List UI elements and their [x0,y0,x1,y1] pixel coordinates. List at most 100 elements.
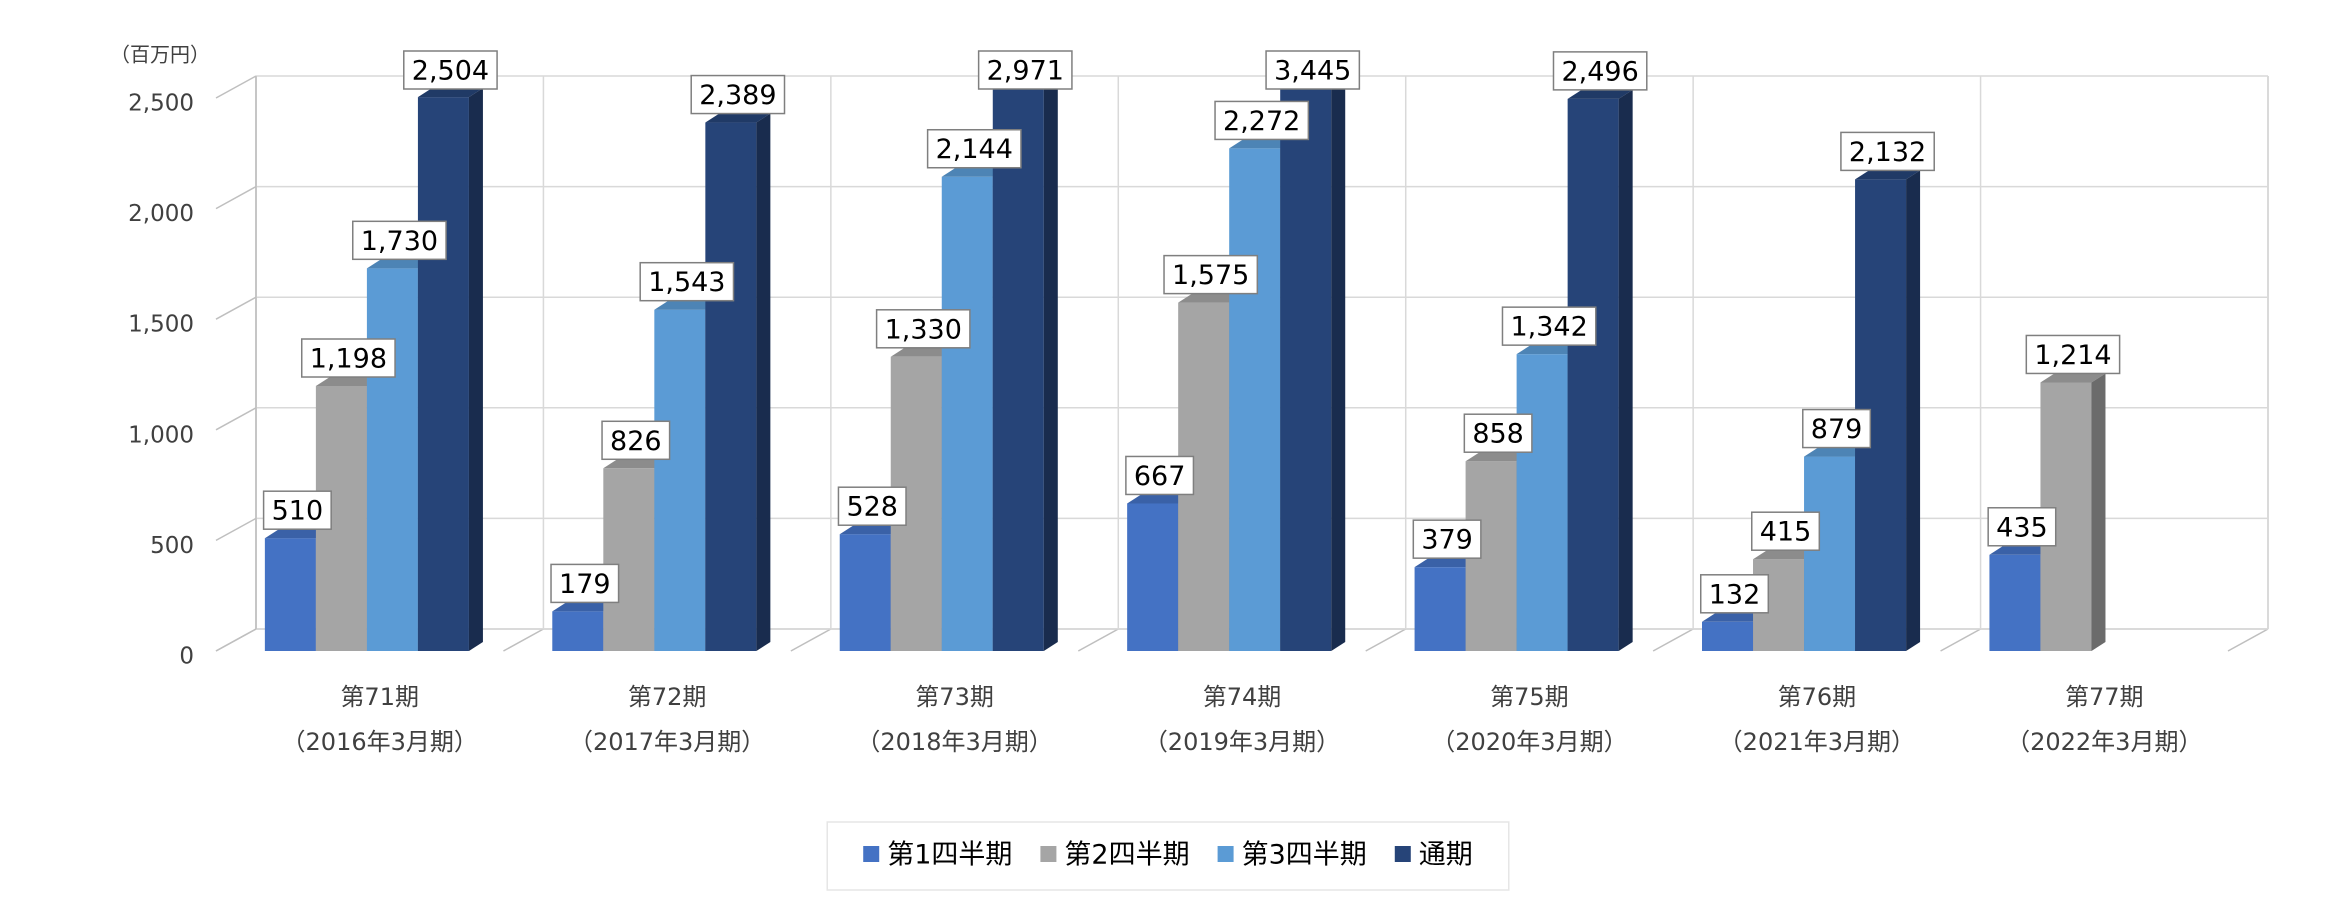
value-label: 2,971 [987,56,1064,87]
bar-front [705,122,757,651]
bar-front [366,268,418,651]
bar-top [890,347,956,357]
bar-top [941,167,1007,177]
legend: 第1四半期 第2四半期 第3四半期 通期 [826,821,1510,891]
bar-top [315,377,381,387]
x-tick-label: 第71期 [340,683,419,711]
value-label: 1,543 [648,267,725,298]
value-label: 2,504 [412,56,489,87]
x-tick-sublabel: （2022年3月期） [2006,728,2202,756]
bar-top [1516,345,1582,355]
bar-side [1618,89,1633,651]
x-tick-label: 第77期 [2065,683,2144,711]
value-label: 2,144 [936,134,1013,165]
floor-divider [1652,628,1694,652]
bar-top [366,259,432,269]
grid-line-side [215,517,257,542]
unit-label: （百万円） [110,43,210,67]
bar-top [1414,558,1480,568]
value-label-box [639,261,735,302]
y-tick-label: 0 [179,644,194,670]
x-tick-sublabel: （2018年3月期） [856,728,1052,756]
bar-top [2040,373,2106,383]
bar-side [468,88,483,652]
bar-top [705,113,771,123]
grid-line-side [215,407,257,431]
value-label: 1,730 [361,226,438,257]
y-tick-label: 1,000 [128,422,194,448]
x-tick-label: 第76期 [1778,683,1857,711]
bar-front [1804,456,1856,651]
floor-divider [1077,628,1119,652]
floor-divider [1940,628,1981,652]
x-tick-sublabel: （2020年3月期） [1431,728,1627,756]
y-tick-label: 500 [150,533,194,559]
bar-front [417,97,469,652]
value-label: 179 [559,569,611,600]
bar-top [654,300,720,310]
value-label-box [1699,574,1770,614]
y-tick-label: 2,000 [128,201,194,227]
value-label-box [1463,413,1533,453]
value-label: 2,389 [699,80,776,111]
value-label-box [690,74,786,115]
legend-label: 第1四半期 [887,840,1012,871]
value-label: 528 [846,492,898,523]
value-label: 858 [1472,419,1524,450]
value-label-box [601,420,671,461]
x-tick-sublabel: （2017年3月期） [569,728,765,756]
value-label-box [1265,50,1361,90]
bar-front [1280,76,1332,651]
x-tick-label: 第73期 [915,683,994,711]
value-label-box [1125,455,1195,496]
value-label: 879 [1811,414,1863,445]
bar-top [1127,494,1193,504]
bar-front [941,176,993,651]
bar-side [756,113,771,651]
legend-swatch [1394,846,1411,862]
value-label: 510 [272,496,324,527]
bar-top [1989,545,2055,555]
value-label-box [1840,131,1935,172]
bar-front [654,309,706,651]
legend-swatch [1040,846,1057,862]
value-label: 1,342 [1510,312,1587,343]
value-label-box [1412,519,1482,559]
value-label: 379 [1421,525,1473,556]
value-label: 1,214 [2034,340,2111,371]
x-tick-label: 第72期 [628,683,707,711]
bar-front [992,76,1044,651]
floor-divider [790,628,832,652]
value-label: 3,445 [1274,56,1351,87]
value-label-box [837,486,907,526]
value-label-box [1552,51,1648,91]
bar-front [1702,621,1754,651]
value-label-box [262,490,332,530]
value-label-box [977,50,1073,90]
bar-front [552,611,604,651]
bar-top [603,459,669,469]
bar-top [839,525,905,535]
value-label-box [1987,507,2057,547]
value-label: 415 [1760,517,1812,548]
value-label: 2,132 [1849,137,1926,168]
value-label-box [1214,100,1310,141]
bar-front [603,468,655,651]
value-label-box [2025,334,2121,375]
bar-front [1567,98,1619,651]
bar-top [1465,452,1531,462]
bar-top [1178,293,1244,303]
legend-label: 通期 [1419,840,1473,871]
value-label: 435 [1996,512,2048,543]
value-label: 2,272 [1223,106,1300,137]
bar-top [1855,170,1921,180]
value-label-box [1802,408,1872,449]
value-label: 1,575 [1172,260,1249,291]
bar-side [1906,170,1921,651]
bar-side [1331,76,1346,651]
floor-divider [503,628,544,652]
x-tick-label: 第75期 [1490,683,1569,711]
value-label: 1,198 [310,344,387,375]
grid-line-side [215,185,257,210]
